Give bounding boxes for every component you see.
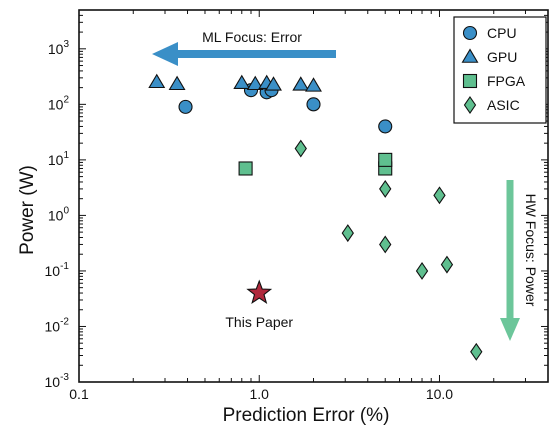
legend-marker-cpu: [462, 25, 478, 41]
x-tick-label: 1.0: [250, 386, 270, 402]
gpu-point: [148, 73, 166, 89]
fpga-point: [378, 152, 393, 167]
y-axis-label: Power (W): [17, 165, 38, 255]
annotations: ML Focus: Error HW Focus: Power: [152, 29, 539, 341]
hw-focus-arrow-head: [500, 318, 520, 341]
hw-focus-arrow-shaft: [506, 180, 514, 320]
this-paper-star: [246, 279, 273, 305]
cpu-point: [306, 97, 321, 112]
asic-point: [440, 255, 454, 274]
gpu-point: [246, 75, 264, 91]
asic-point: [341, 224, 354, 243]
y-tick-label: 102: [48, 94, 70, 112]
legend-label-fpga: FPGA: [487, 73, 526, 89]
asic-point: [415, 261, 429, 280]
this-paper-label: This Paper: [225, 314, 293, 330]
legend-marker-gpu: [461, 48, 479, 63]
asic-point: [379, 235, 392, 254]
gpu-point: [305, 77, 322, 92]
gpu-point: [233, 74, 251, 90]
cpu-point: [178, 99, 193, 114]
y-tick-label: 10-2: [45, 316, 70, 334]
y-tick-label: 10-1: [45, 261, 70, 279]
gpu-point: [265, 76, 282, 91]
data-points: This Paper: [148, 73, 483, 361]
x-tick-label: 0.1: [69, 386, 89, 402]
asic-point: [294, 139, 307, 158]
legend-label-cpu: CPU: [487, 25, 517, 41]
gpu-point: [292, 76, 310, 91]
legend-label-asic: ASIC: [487, 97, 520, 113]
ml-focus-arrow-shaft: [176, 50, 336, 58]
legend: CPU GPU FPGA ASIC: [453, 16, 547, 124]
y-tick-label: 10-3: [45, 372, 70, 390]
hw-focus-label: HW Focus: Power: [523, 194, 539, 307]
fpga-point: [238, 161, 253, 176]
ml-focus-arrow-head: [152, 42, 178, 66]
x-axis-label: Prediction Error (%): [223, 405, 390, 426]
legend-marker-asic: [463, 96, 477, 114]
y-tick-label: 100: [48, 205, 70, 223]
legend-label-gpu: GPU: [487, 49, 517, 65]
ml-focus-label: ML Focus: Error: [202, 29, 302, 45]
y-tick-label: 101: [48, 150, 70, 168]
gpu-point: [168, 75, 186, 91]
cpu-point: [378, 119, 393, 134]
legend-marker-fpga: [462, 73, 478, 89]
asic-point: [379, 179, 392, 198]
asic-point: [433, 186, 446, 205]
x-tick-label: 10.0: [426, 386, 453, 402]
asic-point: [470, 342, 483, 361]
y-tick-label: 103: [48, 39, 70, 57]
